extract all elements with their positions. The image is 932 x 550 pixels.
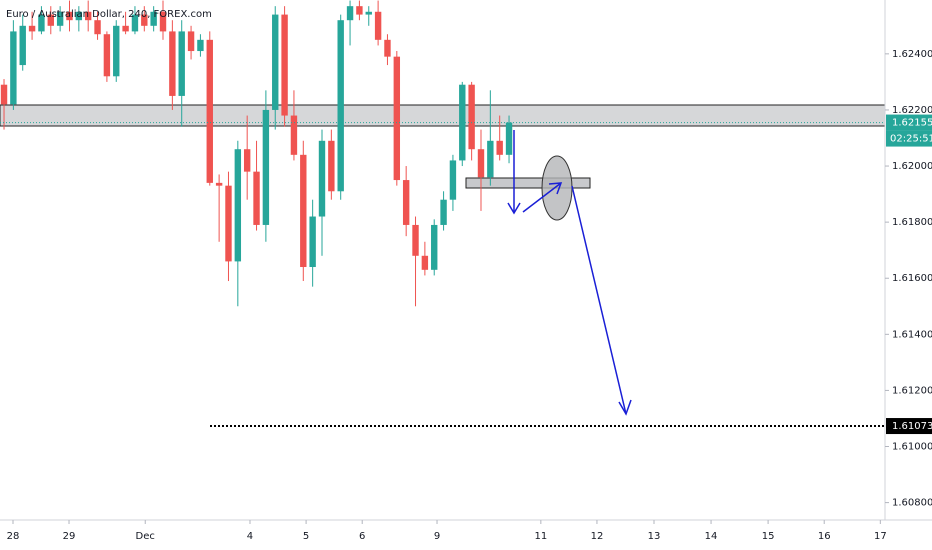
target-box — [886, 418, 932, 435]
candle-body — [197, 39, 204, 52]
candle-body — [38, 14, 45, 32]
x-tick-label: 12 — [591, 531, 604, 542]
x-tick-label: 28 — [7, 531, 20, 542]
x-tick-label: 29 — [63, 531, 76, 542]
candle-body — [131, 14, 139, 32]
candle-body — [150, 11, 157, 26]
candle-body — [178, 31, 185, 96]
candle-body — [262, 109, 270, 225]
highlight-ellipse — [541, 155, 573, 221]
arrow-head — [507, 202, 521, 215]
candle-body — [505, 122, 513, 155]
candle-body — [300, 154, 307, 268]
y-tick-label: 1.62200 — [892, 105, 932, 116]
candle-body — [431, 224, 438, 270]
candle-body — [309, 216, 316, 268]
countdown-label: 02:25:51 — [890, 134, 932, 145]
candle-body — [243, 149, 251, 172]
candle-body — [94, 20, 101, 35]
candle-body — [47, 14, 54, 26]
x-tick-label: 15 — [762, 531, 775, 542]
y-tick-label: 1.61600 — [892, 273, 932, 284]
candle-body — [103, 34, 111, 77]
candle-body — [169, 31, 176, 96]
x-tick-label: 5 — [303, 531, 309, 542]
candle-body — [449, 160, 457, 200]
last-price-box — [886, 114, 932, 131]
candle-body — [141, 14, 148, 26]
y-tick-label: 1.62000 — [892, 161, 932, 172]
candle-body — [365, 11, 372, 15]
y-tick-label: 1.61200 — [892, 385, 932, 396]
x-tick-label: 9 — [434, 531, 440, 542]
candle-body — [421, 255, 429, 270]
candle-body — [234, 149, 242, 262]
candle-body — [356, 6, 363, 15]
candle-body — [206, 39, 213, 183]
x-tick-label: 14 — [705, 531, 718, 542]
last-price-label: 1.62155 — [892, 118, 932, 129]
candles — [0, 0, 513, 307]
x-tick-label: 6 — [359, 531, 365, 542]
x-tick-label: 17 — [874, 531, 887, 542]
support-zone — [465, 177, 591, 189]
candle-body — [215, 182, 223, 186]
y-tick-label: 1.61800 — [892, 217, 932, 228]
candle-body — [187, 31, 195, 52]
candle-body — [328, 140, 335, 192]
candle-body — [56, 11, 64, 26]
arrow-head — [618, 399, 632, 416]
x-tick-label: 13 — [648, 531, 661, 542]
candle-body — [253, 171, 260, 225]
candle-body — [374, 11, 382, 40]
x-tick-label: 16 — [818, 531, 831, 542]
candle-body — [402, 180, 410, 225]
candle-body — [272, 14, 279, 110]
candle-body — [496, 140, 503, 155]
chart-title: Euro / Australian Dollar, 240, FOREX.com — [6, 9, 212, 20]
candle-body — [290, 115, 298, 155]
candle-body — [337, 20, 344, 192]
y-tick-label: 1.61000 — [892, 442, 932, 453]
arrow — [571, 185, 627, 415]
arrow-head — [548, 182, 563, 195]
candle-body — [122, 25, 129, 32]
candle-body — [0, 84, 8, 105]
x-tick-label: 4 — [247, 531, 253, 542]
candle-body — [318, 140, 326, 217]
countdown-box — [886, 130, 932, 147]
candle-body — [412, 224, 419, 256]
target-label: 1.61073 — [892, 421, 932, 432]
candle-body — [113, 25, 120, 77]
candle-body — [440, 199, 447, 225]
candle-body — [393, 56, 401, 181]
candle-body — [468, 84, 475, 150]
candle-body — [159, 11, 167, 32]
candle-body — [384, 39, 391, 57]
x-tick-label: Dec — [136, 531, 155, 542]
candle-body — [281, 14, 288, 116]
candle-body — [75, 11, 83, 21]
candle-body — [66, 11, 73, 21]
candle-body — [225, 185, 232, 262]
candle-body — [477, 149, 485, 178]
arrow — [522, 182, 562, 213]
arrows — [507, 130, 632, 416]
candle-body — [10, 31, 17, 105]
y-tick-label: 1.62400 — [892, 49, 932, 60]
candle-body — [84, 11, 92, 21]
y-tick-label: 1.61400 — [892, 329, 932, 340]
candle-body — [487, 140, 494, 178]
candle-body — [346, 6, 354, 21]
candle-body — [28, 25, 36, 32]
y-tick-label: 1.60800 — [892, 498, 932, 509]
candle-body — [19, 25, 26, 66]
x-tick-label: 11 — [534, 531, 547, 542]
